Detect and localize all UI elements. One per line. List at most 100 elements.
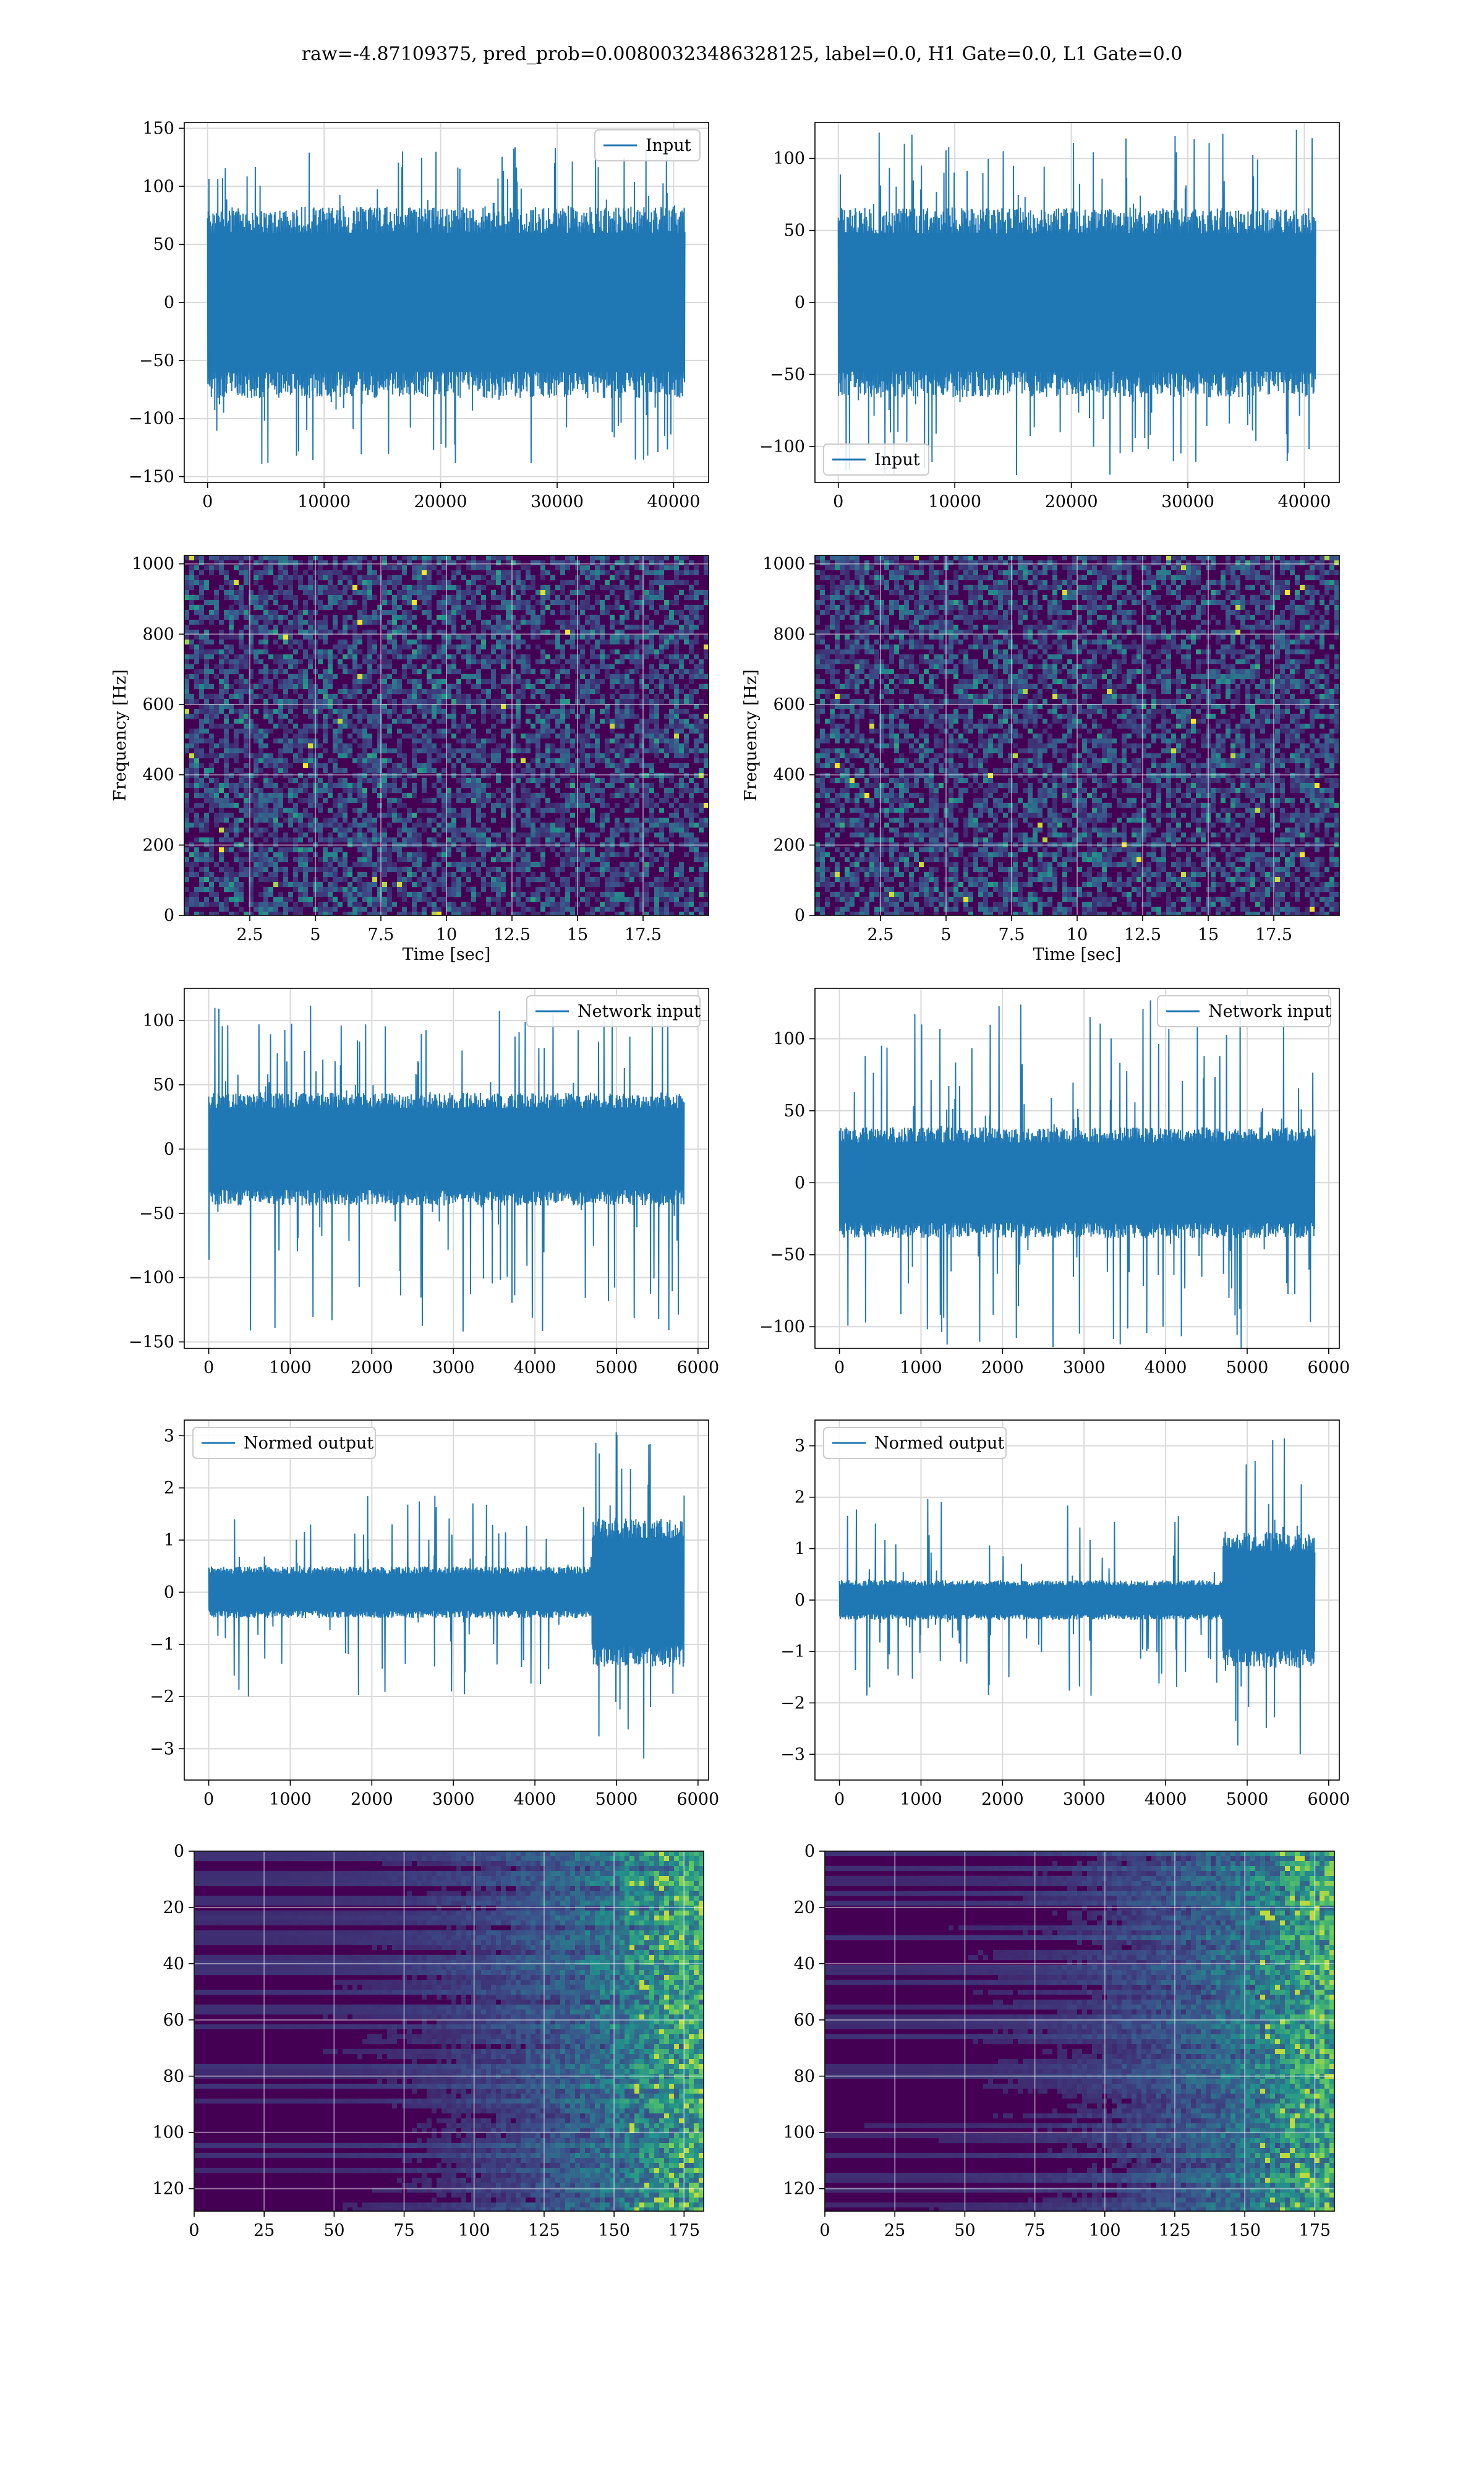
heatmap-cell — [689, 902, 694, 907]
heatmap-cell — [580, 644, 585, 649]
heatmap-cell — [550, 833, 555, 837]
y-tick-label: 600 — [142, 695, 174, 714]
heatmap-cell — [229, 659, 234, 664]
heatmap-cell — [204, 699, 209, 704]
heatmap-cell — [585, 694, 590, 699]
heatmap-cell — [679, 828, 684, 833]
heatmap-cell — [1315, 560, 1320, 565]
heatmap-cell — [367, 763, 372, 768]
heatmap-cell — [377, 862, 382, 867]
heatmap-cell — [313, 555, 318, 560]
heatmap-cell — [224, 902, 229, 907]
heatmap-cell — [570, 738, 575, 743]
heatmap-cell — [407, 590, 412, 595]
heatmap-cell — [357, 709, 362, 714]
heatmap-cell — [639, 610, 644, 615]
heatmap-cell — [600, 902, 605, 907]
heatmap-cell — [560, 877, 565, 882]
heatmap-cell — [570, 644, 575, 649]
heatmap-cell — [516, 773, 521, 778]
heatmap-cell — [234, 654, 239, 659]
heatmap-cell — [496, 872, 501, 877]
heatmap-cell — [620, 734, 625, 738]
heatmap-cell — [278, 560, 283, 565]
heatmap-cell — [565, 773, 570, 778]
heatmap-cell — [204, 753, 209, 758]
heatmap-cell — [412, 669, 417, 674]
heatmap-cell — [229, 773, 234, 778]
heatmap-cell — [283, 912, 288, 915]
heatmap-cell — [249, 719, 254, 724]
heatmap-cell — [446, 743, 451, 748]
heatmap-cell — [407, 585, 412, 590]
heatmap-cell — [620, 659, 625, 664]
heatmap-cell — [323, 679, 328, 684]
heatmap-cell — [550, 828, 555, 833]
heatmap-cell — [590, 684, 595, 689]
heatmap-cell — [293, 699, 298, 704]
heatmap-cell — [644, 763, 649, 768]
heatmap-cell — [644, 803, 649, 808]
heatmap-cell — [610, 748, 615, 753]
heatmap-cell — [550, 887, 555, 892]
heatmap-cell — [565, 560, 570, 565]
heatmap-cell — [560, 620, 565, 625]
heatmap-cell — [303, 734, 308, 738]
heatmap-cell — [625, 877, 629, 882]
heatmap-cell — [437, 605, 441, 610]
heatmap-cell — [679, 833, 684, 837]
heatmap-cell — [451, 872, 456, 877]
heatmap-cell — [273, 590, 278, 595]
heatmap-cell — [194, 610, 199, 615]
heatmap-cell — [189, 842, 194, 847]
heatmap-cell — [293, 788, 298, 793]
heatmap-cell — [224, 837, 229, 842]
heatmap-cell — [199, 679, 204, 684]
heatmap-cell — [506, 674, 511, 679]
heatmap-cell — [293, 872, 298, 877]
heatmap-cell — [298, 734, 303, 738]
heatmap-cell — [234, 635, 239, 640]
heatmap-cell — [407, 828, 412, 833]
heatmap-cell — [288, 684, 293, 689]
heatmap-cell — [239, 674, 244, 679]
heatmap-cell — [1240, 560, 1245, 565]
heatmap-cell — [308, 748, 313, 753]
heatmap-cell — [387, 649, 392, 654]
heatmap-cell — [540, 669, 545, 674]
heatmap-cell — [570, 768, 575, 773]
heatmap-cell — [634, 862, 639, 867]
heatmap-cell — [580, 605, 585, 610]
heatmap-cell — [1305, 560, 1310, 565]
heatmap-cell — [308, 857, 313, 862]
heatmap-cell — [189, 699, 194, 704]
heatmap-cell — [214, 605, 219, 610]
heatmap-cell — [268, 847, 273, 852]
heatmap-cell — [214, 758, 219, 763]
heatmap-cell — [654, 630, 659, 635]
heatmap-cell — [446, 560, 451, 565]
heatmap-cell — [610, 778, 615, 783]
heatmap-cell — [704, 595, 709, 600]
heatmap-cell — [407, 630, 412, 635]
heatmap-cell — [674, 699, 679, 704]
heatmap-cell — [535, 644, 540, 649]
heatmap-cell — [659, 818, 664, 823]
heatmap-cell — [278, 615, 283, 620]
heatmap-cell — [348, 615, 352, 620]
heatmap-cell — [595, 600, 600, 605]
heatmap-cell — [254, 798, 258, 803]
heatmap-cell — [491, 887, 496, 892]
heatmap-cell — [224, 768, 229, 773]
heatmap-cell — [427, 768, 432, 773]
heatmap-cell — [684, 709, 689, 714]
heatmap-cell — [605, 595, 610, 600]
heatmap-cell — [308, 575, 313, 580]
heatmap-cell — [491, 590, 496, 595]
heatmap-cell — [570, 620, 575, 625]
heatmap-cell — [229, 743, 234, 748]
heatmap-cell — [486, 783, 491, 788]
heatmap-cell — [689, 615, 694, 620]
heatmap-cell — [214, 743, 219, 748]
heatmap-cell — [531, 620, 535, 625]
